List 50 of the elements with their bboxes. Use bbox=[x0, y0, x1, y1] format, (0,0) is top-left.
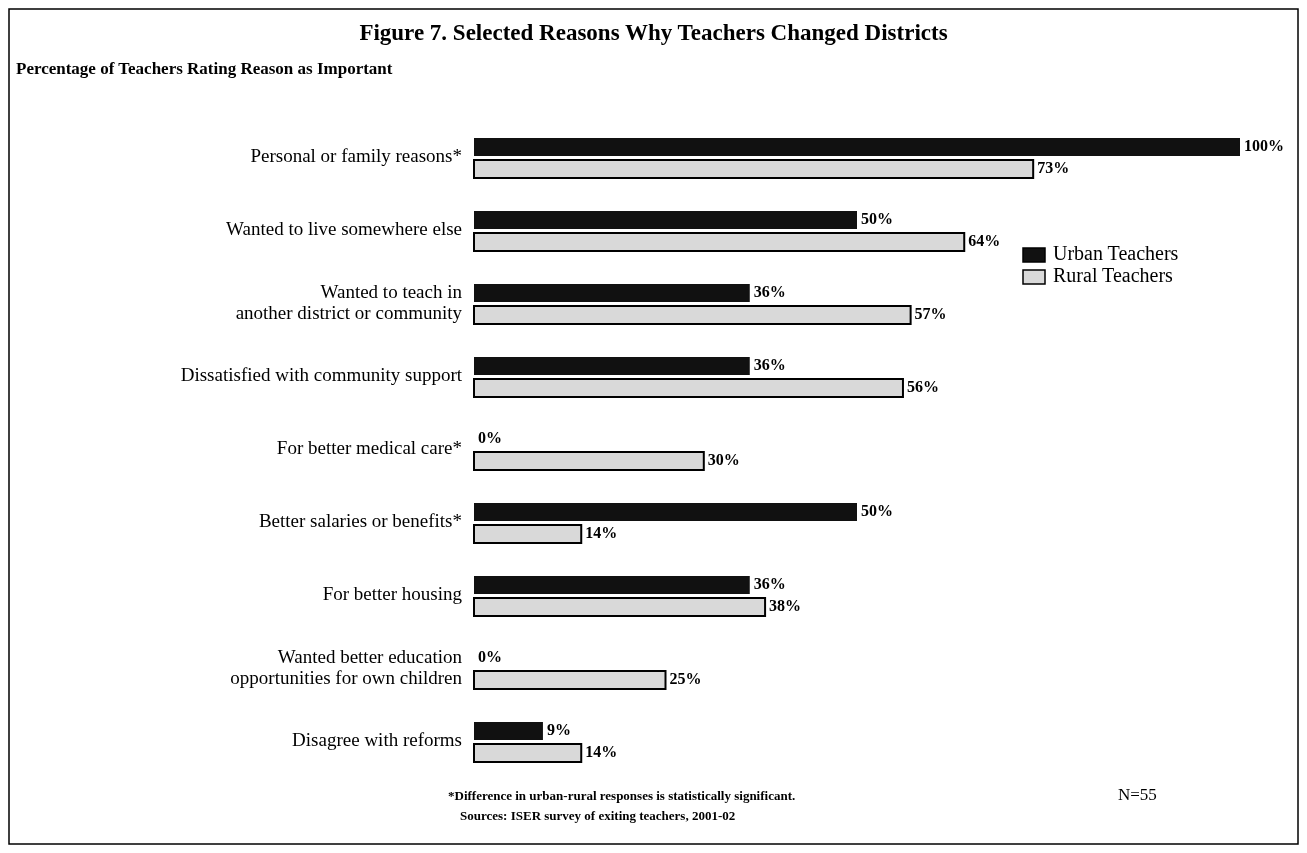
data-label: 64% bbox=[968, 231, 1001, 249]
legend-label: Rural Teachers bbox=[1053, 263, 1174, 286]
y-tick-label: Wanted to live somewhere else bbox=[226, 218, 462, 240]
data-label: 0% bbox=[478, 647, 502, 665]
data-label: 38% bbox=[769, 596, 802, 614]
data-label: 100% bbox=[1244, 136, 1284, 154]
text: N=55 bbox=[1118, 785, 1157, 804]
bar bbox=[473, 378, 904, 398]
bar bbox=[473, 524, 583, 544]
bar bbox=[474, 503, 857, 521]
data-label: 56% bbox=[906, 377, 939, 395]
data-label: 14% bbox=[585, 523, 618, 541]
legend-label: Urban Teachers bbox=[1053, 241, 1179, 264]
data-label: 36% bbox=[753, 574, 786, 592]
text: *Difference in urban-rural responses is statistically significant. bbox=[448, 788, 796, 803]
text: Percentage of Teachers Rating Reason as Important bbox=[16, 59, 393, 78]
bar bbox=[474, 576, 750, 594]
data-label: 36% bbox=[753, 282, 786, 300]
data-label: 9% bbox=[546, 720, 571, 738]
bar bbox=[474, 357, 750, 375]
data-label: 73% bbox=[1037, 158, 1070, 176]
y-tick-label: For better housing bbox=[322, 583, 463, 605]
y-tick-label: Better salaries or benefits* bbox=[258, 510, 462, 532]
data-label: 36% bbox=[753, 355, 786, 373]
y-tick-label: Personal or family reasons* bbox=[250, 145, 462, 167]
y-tick-label: For better medical care* bbox=[276, 437, 462, 459]
bar bbox=[474, 211, 857, 229]
bar bbox=[474, 138, 1240, 156]
data-label: 50% bbox=[861, 501, 893, 519]
bar bbox=[473, 743, 583, 763]
bar bbox=[474, 284, 750, 302]
bar bbox=[473, 597, 767, 617]
data-label: 14% bbox=[585, 742, 618, 760]
source-note: Sources: ISER survey of exiting teachers, 2001-02 bbox=[460, 808, 736, 823]
y-tick-label: Dissatisfied with community support bbox=[180, 364, 463, 386]
bar bbox=[473, 232, 966, 252]
data-label: 57% bbox=[914, 304, 947, 322]
y-tick-label: Wanted to teach in another district or community bbox=[235, 281, 463, 324]
bar bbox=[473, 670, 667, 690]
data-label: 0% bbox=[478, 428, 502, 446]
data-label: 50% bbox=[861, 209, 893, 227]
y-tick-label: Disagree with reforms bbox=[292, 729, 462, 751]
bar bbox=[474, 722, 543, 740]
bar bbox=[473, 451, 705, 471]
bar bbox=[473, 159, 1035, 179]
y-tick-label: Wanted better education opportunities for own children bbox=[230, 646, 463, 689]
bar bbox=[473, 305, 912, 325]
data-label: 30% bbox=[707, 450, 740, 468]
chart-title: Figure 7. Selected Reasons Why Teachers Changed Districts bbox=[359, 20, 948, 45]
data-label: 25% bbox=[669, 669, 702, 687]
